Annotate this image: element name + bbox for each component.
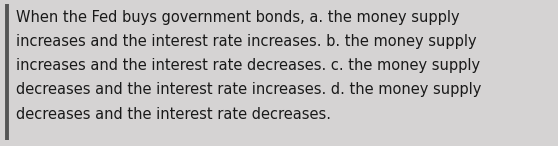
Text: increases and the interest rate increases. b. the money supply: increases and the interest rate increase…: [16, 34, 476, 49]
Text: When the Fed buys government bonds, a. the money supply: When the Fed buys government bonds, a. t…: [16, 10, 459, 25]
Text: decreases and the interest rate increases. d. the money supply: decreases and the interest rate increase…: [16, 82, 481, 98]
Text: decreases and the interest rate decreases.: decreases and the interest rate decrease…: [16, 107, 331, 122]
Text: increases and the interest rate decreases. c. the money supply: increases and the interest rate decrease…: [16, 58, 480, 73]
